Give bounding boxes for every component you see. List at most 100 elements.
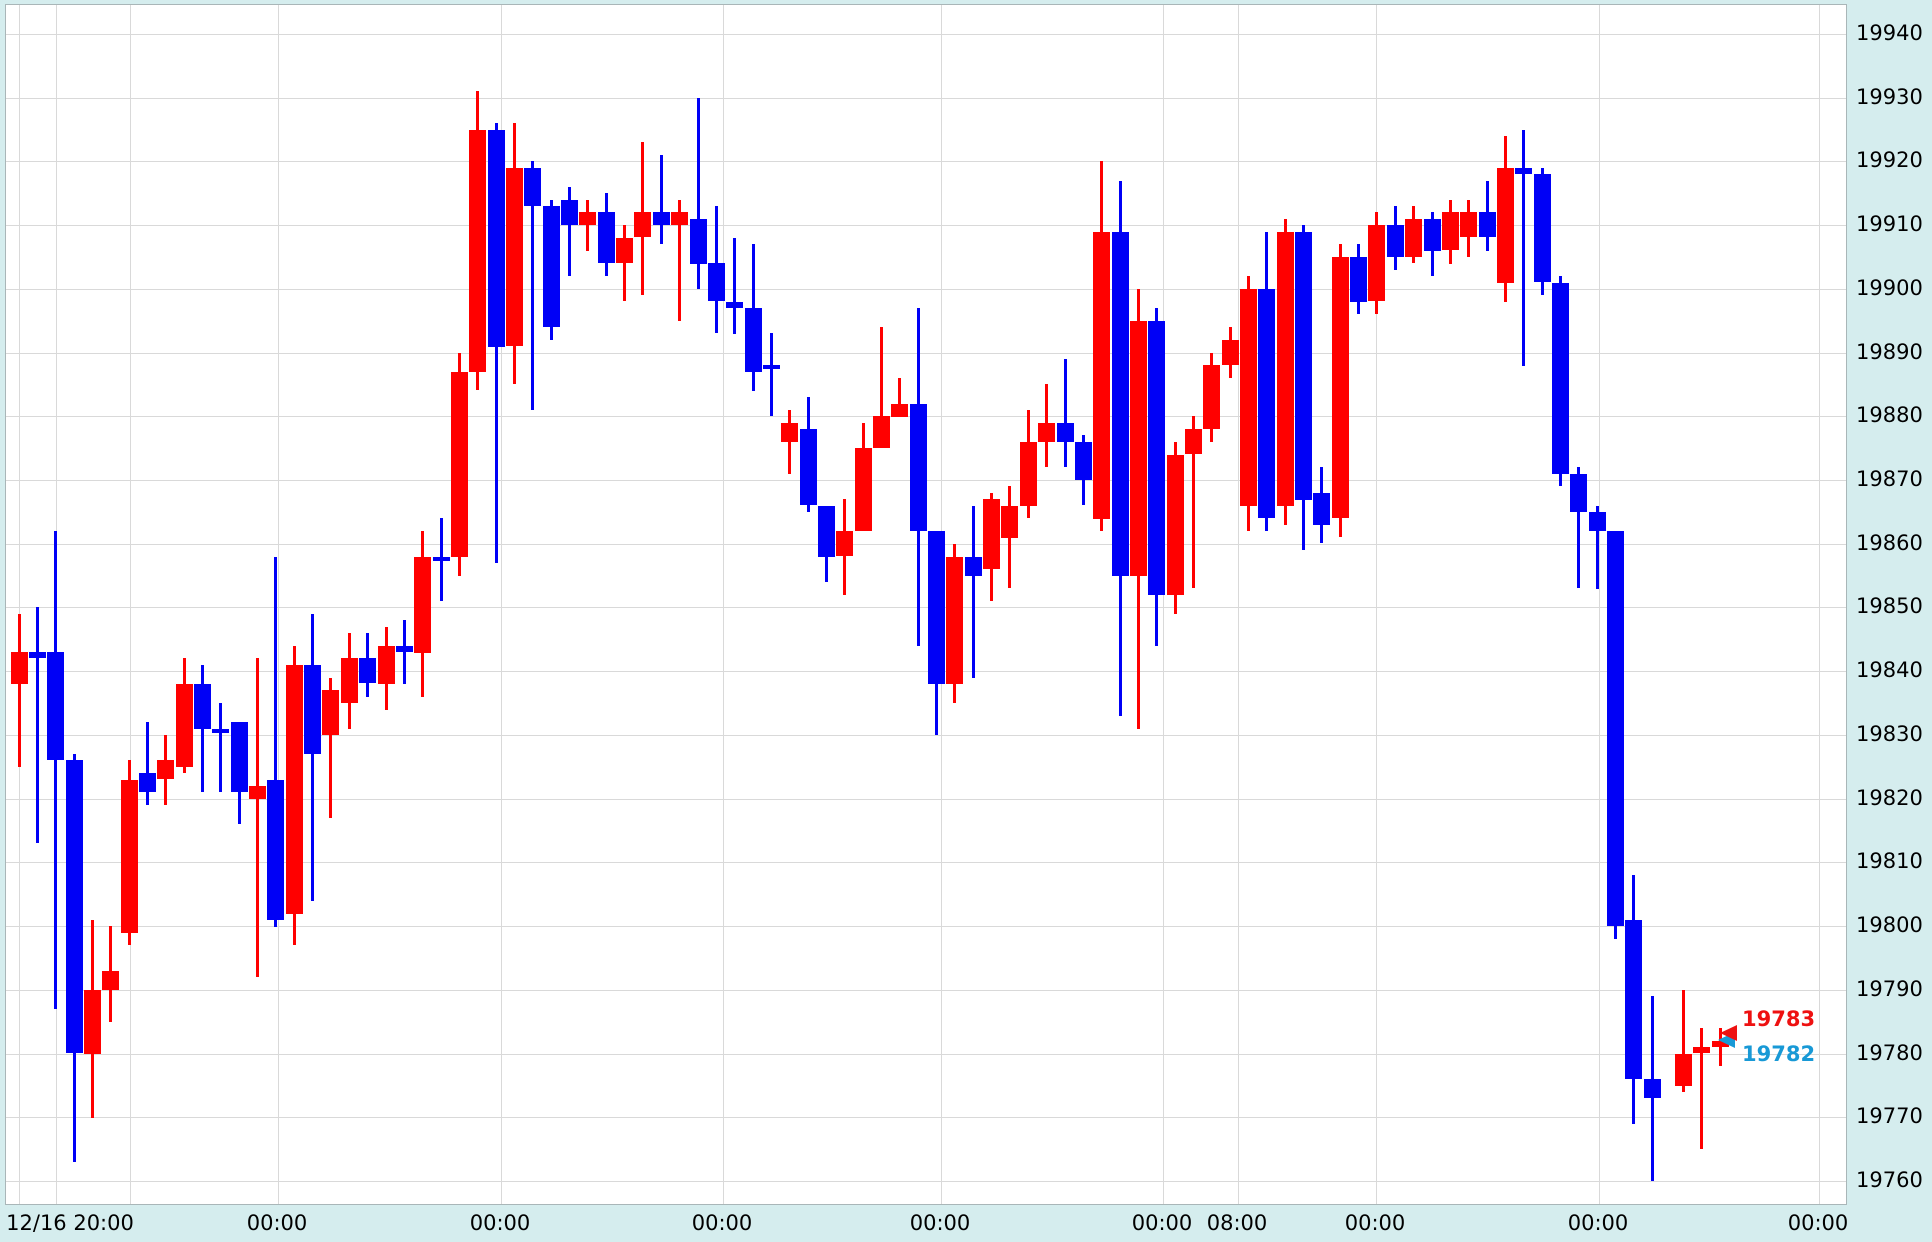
candle-wick [1700, 1028, 1703, 1149]
candle-body [579, 212, 596, 225]
candle-body [836, 531, 853, 556]
candle-wick [311, 614, 314, 901]
candle-body [433, 557, 450, 561]
candle-body [1442, 212, 1459, 250]
v-gridline [723, 5, 724, 1204]
candle-body [928, 531, 945, 684]
candle-wick [1596, 506, 1599, 589]
candle-body [231, 722, 248, 792]
h-gridline [6, 225, 1846, 226]
candle-body [946, 557, 963, 684]
candle-body [1515, 168, 1532, 174]
candle-wick [770, 333, 773, 416]
h-gridline [6, 607, 1846, 608]
candle-body [1038, 423, 1055, 442]
time-axis-label: 00:00 [469, 1211, 531, 1235]
candle-wick [623, 225, 626, 301]
candle-body [359, 658, 376, 683]
candle-body [176, 684, 193, 767]
candle-body [1203, 365, 1220, 429]
candle-wick [678, 200, 681, 321]
candle-body [414, 557, 431, 653]
candle-body [194, 684, 211, 729]
price-axis-label: 19870 [1856, 467, 1923, 491]
v-gridline [130, 5, 131, 1204]
price-axis-label: 19790 [1856, 977, 1923, 1001]
candle-wick [697, 98, 700, 289]
candle-body [763, 365, 780, 369]
price-axis-label: 19900 [1856, 276, 1923, 300]
candle-body [800, 429, 817, 505]
h-gridline [6, 799, 1846, 800]
candle-body [910, 404, 927, 531]
candle-body [891, 404, 908, 417]
candle-body [543, 206, 560, 327]
candle-wick [329, 678, 332, 818]
h-gridline [6, 289, 1846, 290]
candle-body [1350, 257, 1367, 302]
price-axis-label: 19820 [1856, 786, 1923, 810]
price-marker-arrow-icon [1720, 1025, 1737, 1041]
candle-body [1693, 1047, 1710, 1053]
candle-wick [403, 620, 406, 684]
h-gridline [6, 1054, 1846, 1055]
candle-body [1589, 512, 1606, 531]
candle-body [157, 760, 174, 779]
v-gridline [1376, 5, 1377, 1204]
price-axis-label: 19850 [1856, 594, 1923, 618]
candle-wick [880, 327, 883, 448]
price-axis-label: 19800 [1856, 913, 1923, 937]
candle-body [1552, 283, 1569, 474]
candle-body [11, 652, 28, 684]
h-gridline [6, 1117, 1846, 1118]
v-gridline [1599, 5, 1600, 1204]
candle-body [1387, 225, 1404, 257]
candle-body [671, 212, 688, 225]
candle-body [745, 308, 762, 372]
candle-body [488, 130, 505, 347]
candle-body [1240, 289, 1257, 506]
candle-wick [660, 155, 663, 244]
candle-body [1424, 219, 1441, 251]
candle-body [1222, 340, 1239, 365]
candle-body [322, 690, 339, 735]
candle-body [1130, 321, 1147, 576]
time-axis-label: 12/16 20:00 [6, 1211, 134, 1235]
v-gridline [278, 5, 279, 1204]
candle-body [1644, 1079, 1661, 1098]
candle-body [286, 665, 303, 914]
price-axis-label: 19840 [1856, 658, 1923, 682]
v-gridline [1163, 5, 1164, 1204]
candle-wick [1064, 359, 1067, 467]
h-gridline [6, 671, 1846, 672]
candle-body [1534, 174, 1551, 282]
v-gridline [1819, 5, 1820, 1204]
price-marker-label: 19783 [1742, 1007, 1816, 1031]
candle-body [1020, 442, 1037, 506]
candle-wick [531, 161, 534, 410]
price-axis-label: 19760 [1856, 1168, 1923, 1192]
candle-wick [18, 614, 21, 767]
candle-body [29, 652, 46, 658]
candle-wick [586, 200, 589, 251]
candle-body [873, 416, 890, 448]
candle-body [1405, 219, 1422, 257]
v-gridline [501, 5, 502, 1204]
price-axis-label: 19920 [1856, 148, 1923, 172]
candle-body [1148, 321, 1165, 595]
candle-wick [1682, 990, 1685, 1092]
candle-body [1460, 212, 1477, 237]
candle-wick [1522, 130, 1525, 366]
price-axis-label: 19830 [1856, 722, 1923, 746]
candle-body [1057, 423, 1074, 442]
price-axis-label: 19890 [1856, 340, 1923, 364]
candle-body [708, 263, 725, 301]
chart-plot-area[interactable] [5, 4, 1847, 1205]
candle-body [524, 168, 541, 206]
time-axis-label: 00:00 [691, 1211, 753, 1235]
candle-body [121, 780, 138, 933]
candle-body [84, 990, 101, 1054]
price-axis-label: 19860 [1856, 531, 1923, 555]
h-gridline [6, 353, 1846, 354]
candle-body [341, 658, 358, 703]
